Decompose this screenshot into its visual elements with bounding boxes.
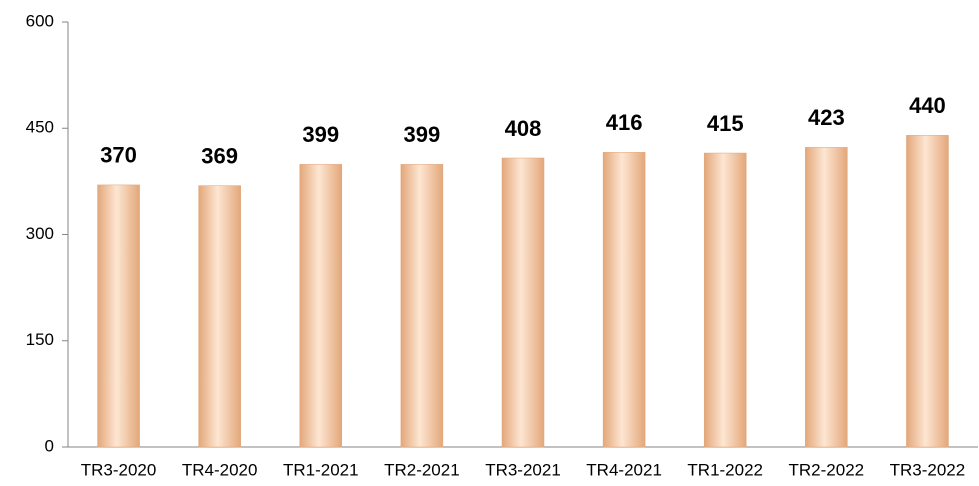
value-label: 415 xyxy=(707,111,744,136)
value-label: 370 xyxy=(100,143,137,168)
value-label: 399 xyxy=(302,122,339,147)
y-tick-label: 0 xyxy=(45,436,54,455)
value-label: 423 xyxy=(808,105,845,130)
value-label: 399 xyxy=(404,122,441,147)
x-tick-label: TR2-2021 xyxy=(384,460,460,479)
bar xyxy=(198,185,241,448)
x-tick-label: TR1-2021 xyxy=(283,460,359,479)
bar xyxy=(906,135,949,448)
bar xyxy=(299,164,343,448)
value-label: 440 xyxy=(909,93,946,118)
x-tick-label: TR3-2022 xyxy=(890,460,966,479)
x-tick-label: TR3-2021 xyxy=(485,460,561,479)
x-tick-label: TR2-2022 xyxy=(789,460,865,479)
y-tick-label: 600 xyxy=(26,11,54,30)
bar xyxy=(602,152,646,448)
x-tick-label: TR4-2020 xyxy=(182,460,258,479)
bar xyxy=(501,157,545,448)
y-tick-label: 300 xyxy=(26,224,54,243)
y-tick-label: 150 xyxy=(26,330,54,349)
x-tick-label: TR1-2022 xyxy=(687,460,763,479)
x-tick-label: TR4-2021 xyxy=(586,460,662,479)
y-tick-label: 450 xyxy=(26,118,54,137)
bar xyxy=(400,164,444,448)
x-tick-label: TR3-2020 xyxy=(81,460,157,479)
bar xyxy=(805,147,848,448)
bar xyxy=(703,152,747,448)
value-label: 369 xyxy=(201,143,238,168)
value-label: 416 xyxy=(606,110,643,135)
value-label: 408 xyxy=(505,116,542,141)
bar xyxy=(97,184,140,448)
